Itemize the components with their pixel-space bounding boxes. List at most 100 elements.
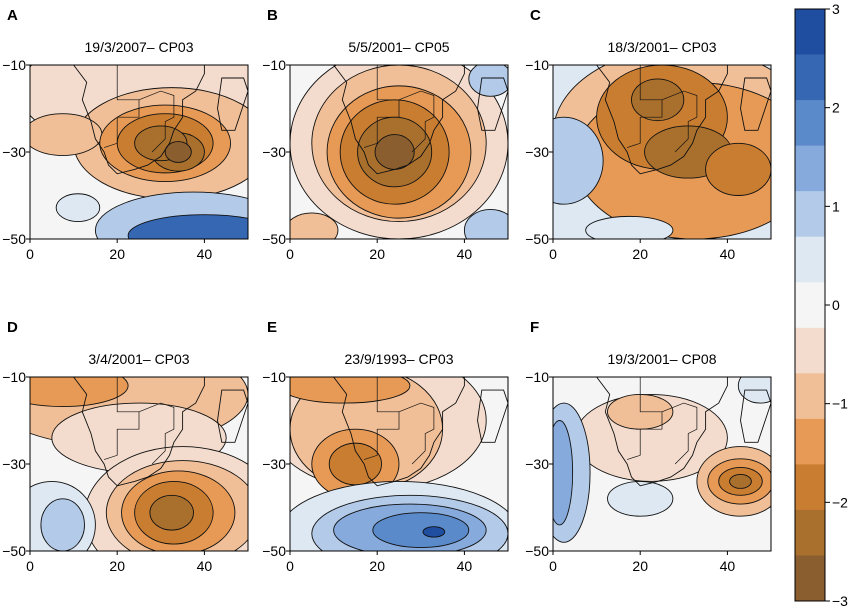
contour-region: [164, 141, 192, 163]
madagascar-outline: [740, 389, 771, 443]
coastline: [333, 377, 465, 487]
contour-region: [55, 193, 101, 223]
coastline: [596, 65, 728, 175]
y-tick-label: −10: [262, 57, 286, 73]
country-border: [398, 90, 435, 153]
country-border: [138, 402, 175, 465]
y-tick-label: −50: [2, 543, 26, 559]
x-tick-label: 20: [632, 246, 648, 262]
contour-region: [737, 377, 771, 404]
country-border: [138, 90, 175, 153]
panel-d: D 3/4/2001– CP03 0 20 40 −10 −30 −50: [2, 319, 249, 574]
y-tick-label: −10: [2, 57, 26, 73]
contour-region: [30, 377, 129, 408]
colorbar: 3 2 1 0 −1 −2 −3: [794, 1, 848, 608]
madagascar-outline: [217, 389, 248, 443]
colorbar-segment: [795, 145, 825, 192]
colorbar-segment: [795, 54, 825, 101]
colorbar-segment: [795, 9, 825, 56]
panels: A 19/3/2007– CP03 0 20 40 −10 −30 −50 B 5/5/2001–…: [2, 7, 772, 574]
x-tick-label: 40: [457, 558, 473, 574]
y-tick-label: −50: [2, 231, 26, 247]
madagascar-outline: [477, 77, 508, 131]
panel-c: C 18/3/2001– CP03 0 20 40 −10 −30 −50: [525, 7, 772, 262]
colorbar-segment: [795, 282, 825, 329]
country-border: [103, 65, 140, 148]
panel-title: 19/3/2001– CP08: [608, 351, 717, 367]
country-border: [661, 90, 698, 153]
panel-title: 19/3/2007– CP03: [85, 39, 194, 55]
contour-region: [127, 214, 248, 239]
contour-region: [290, 212, 339, 239]
x-tick-label: 40: [457, 246, 473, 262]
contour-field: [30, 65, 248, 239]
contour-region: [553, 116, 604, 205]
country-border: [626, 377, 663, 460]
coastline: [333, 65, 465, 175]
panel-letter: F: [530, 319, 539, 336]
contour-field: [553, 65, 771, 239]
panel-letter: C: [530, 7, 541, 24]
country-border: [103, 377, 140, 460]
country-border: [626, 65, 663, 148]
country-border: [363, 377, 400, 460]
y-tick-label: −10: [525, 57, 549, 73]
contour-region: [149, 494, 194, 531]
colorbar-segment: [795, 418, 825, 465]
contour-region: [463, 208, 508, 239]
colorbar-tick-label: 1: [832, 198, 840, 214]
madagascar-outline: [740, 77, 771, 131]
panel-title: 5/5/2001– CP05: [348, 39, 449, 55]
x-tick-label: 20: [369, 558, 385, 574]
panel-e: E 23/9/1993– CP03 0 20 40 −10 −30 −50: [262, 319, 509, 574]
country-border: [398, 402, 435, 465]
colorbar-segment: [795, 509, 825, 556]
x-tick-label: 40: [197, 246, 213, 262]
y-tick-label: −30: [2, 456, 26, 472]
x-tick-label: 20: [109, 558, 125, 574]
colorbar-tick-label: −3: [832, 593, 848, 608]
contour-field: [290, 377, 508, 551]
panel-title: 3/4/2001– CP03: [88, 351, 189, 367]
contour-field: [30, 377, 248, 551]
contour-region: [422, 526, 446, 538]
contour-region: [290, 377, 411, 404]
madagascar-outline: [217, 77, 248, 131]
y-tick-label: −10: [262, 369, 286, 385]
y-tick-label: −10: [525, 369, 549, 385]
madagascar-outline: [477, 389, 508, 443]
colorbar-segment: [795, 464, 825, 511]
panel-letter: E: [267, 319, 277, 336]
contour-region: [607, 480, 674, 517]
panel-f: F 19/3/2001– CP08 0 20 40 −10 −30 −50: [525, 319, 772, 574]
y-tick-label: −50: [262, 543, 286, 559]
contour-region: [729, 473, 752, 489]
y-tick-label: −10: [2, 369, 26, 385]
y-tick-label: −30: [525, 456, 549, 472]
panel-a: A 19/3/2007– CP03 0 20 40 −10 −30 −50: [2, 7, 249, 262]
x-tick-label: 0: [286, 558, 294, 574]
country-border: [661, 402, 698, 465]
y-tick-label: −50: [525, 231, 549, 247]
contour-region: [40, 498, 85, 551]
panel-title: 18/3/2001– CP03: [608, 39, 717, 55]
x-tick-label: 40: [197, 558, 213, 574]
contour-region: [553, 420, 574, 526]
contour-region: [468, 65, 508, 97]
y-tick-label: −30: [262, 456, 286, 472]
colorbar-tick-label: 2: [832, 100, 840, 116]
contour-region: [372, 512, 470, 548]
x-tick-label: 0: [26, 246, 34, 262]
colorbar-segment: [795, 236, 825, 283]
contour-field: [553, 377, 771, 551]
y-tick-label: −50: [525, 543, 549, 559]
colorbar-tick-label: −1: [832, 396, 848, 412]
y-tick-label: −30: [2, 144, 26, 160]
colorbar-segment: [795, 327, 825, 374]
x-tick-label: 0: [549, 558, 557, 574]
panel-letter: D: [7, 319, 18, 336]
coastline: [73, 377, 205, 487]
colorbar-segment: [795, 191, 825, 238]
y-tick-label: −30: [525, 144, 549, 160]
colorbar-tick-label: 0: [832, 297, 840, 313]
